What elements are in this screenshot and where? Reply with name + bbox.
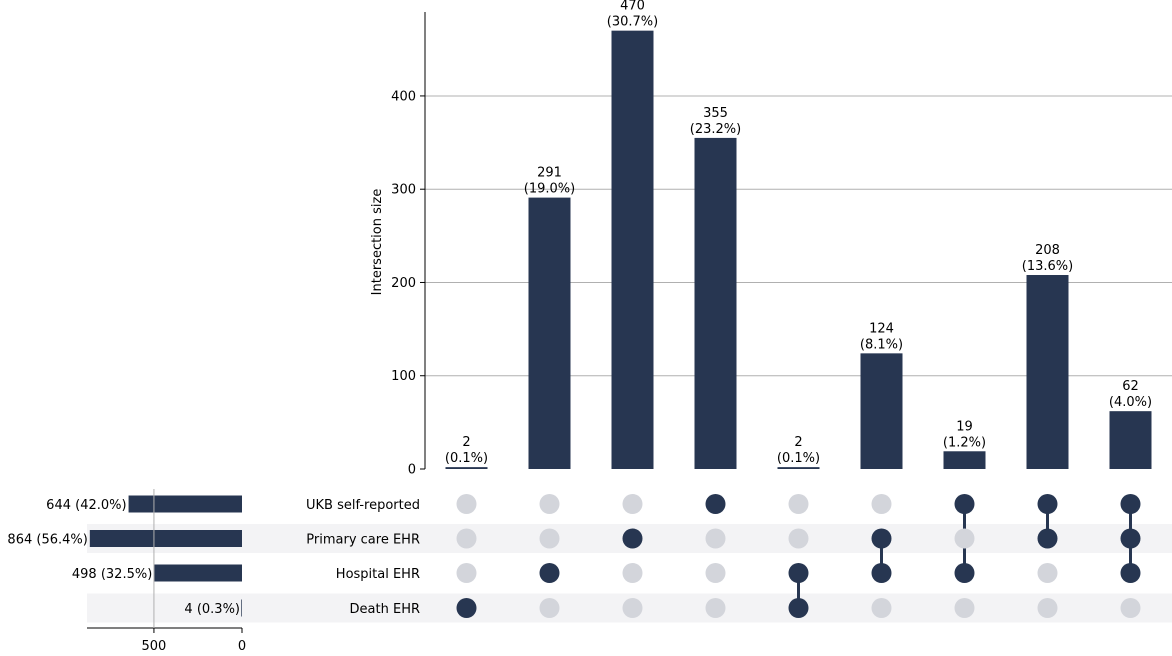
y-tick-label-1: 100 <box>391 369 416 384</box>
matrix-dot-5-2 <box>871 563 892 583</box>
matrix-dot-6-0 <box>954 494 975 514</box>
y-tick-label-3: 300 <box>391 183 416 198</box>
set-size-axis: 500 0 <box>87 489 246 654</box>
matrix-dot-0-0 <box>456 494 477 514</box>
matrix-dot-1-2 <box>539 563 560 583</box>
matrix-dot-6-3 <box>954 598 975 618</box>
intersection-bar-5 <box>860 353 903 469</box>
bar-value-label-1: 291 <box>537 166 562 181</box>
bar-value-label-3: 355 <box>703 106 728 121</box>
matrix-dot-7-1 <box>1037 528 1058 549</box>
set-name-3: Death EHR <box>350 602 420 617</box>
bar-value-label-6: 19 <box>956 419 973 434</box>
matrix-dot-0-1 <box>456 528 477 549</box>
intersection-bar-0 <box>445 467 488 469</box>
set-size-tick-label-0: 500 <box>142 639 167 652</box>
matrix-dot-2-2 <box>622 563 643 583</box>
matrix-dot-7-2 <box>1037 563 1058 583</box>
y-tick-label-4: 400 <box>391 89 416 104</box>
y-tick-label-0: 0 <box>408 463 416 478</box>
y-axis-label: Intersection size <box>370 189 385 296</box>
matrix-dot-3-0 <box>705 494 726 514</box>
matrix-dot-4-3 <box>788 598 809 618</box>
matrix-dot-3-1 <box>705 528 726 549</box>
bar-pct-label-7: (13.6%) <box>1022 259 1073 274</box>
set-size-bar-1 <box>89 530 243 547</box>
bar-labels: 2(0.1%)291(19.0%)470(30.7%)355(23.2%)2(0… <box>445 0 1152 466</box>
set-size-tick-label-1: 0 <box>238 639 246 652</box>
set-name-2: Hospital EHR <box>336 567 420 582</box>
bar-pct-label-2: (30.7%) <box>607 15 658 30</box>
intersection-bar-8 <box>1109 411 1152 469</box>
set-size-label-0: 644 (42.0%) <box>46 498 126 513</box>
intersection-bar-3 <box>694 137 737 470</box>
matrix-dot-8-3 <box>1120 598 1141 618</box>
bar-value-label-2: 470 <box>620 0 645 14</box>
bar-value-label-0: 2 <box>462 435 470 450</box>
intersection-bars <box>445 30 1152 470</box>
intersection-bar-1 <box>528 197 571 469</box>
matrix-dot-6-2 <box>954 563 975 583</box>
set-size-bars: 644 (42.0%) 864 (56.4%) 498 (32.5%) 4 (0.3%… <box>7 495 243 617</box>
set-names: UKB self-reported Primary care EHR Hospita… <box>306 498 420 617</box>
bar-value-label-4: 2 <box>794 435 802 450</box>
membership-matrix <box>456 494 1141 618</box>
bar-pct-label-5: (8.1%) <box>860 337 903 352</box>
bar-pct-label-0: (0.1%) <box>445 451 488 466</box>
matrix-dot-1-1 <box>539 528 560 549</box>
bar-pct-label-4: (0.1%) <box>777 451 820 466</box>
matrix-dot-1-0 <box>539 494 560 514</box>
set-size-bar-2 <box>154 564 242 582</box>
set-name-0: UKB self-reported <box>306 498 420 513</box>
y-axis: 0 100 200 300 400 <box>391 12 426 478</box>
matrix-dot-5-1 <box>871 528 892 549</box>
bar-value-label-7: 208 <box>1035 243 1060 258</box>
matrix-dot-8-2 <box>1120 563 1141 583</box>
matrix-dot-1-3 <box>539 598 560 618</box>
matrix-dot-3-3 <box>705 598 726 618</box>
set-size-label-1: 864 (56.4%) <box>7 533 87 548</box>
matrix-dot-4-0 <box>788 494 809 514</box>
matrix-dot-0-3 <box>456 598 477 618</box>
y-tick-label-2: 200 <box>391 276 416 291</box>
matrix-dot-2-1 <box>622 528 643 549</box>
intersection-bar-7 <box>1026 275 1069 469</box>
set-size-bar-0 <box>128 495 242 513</box>
matrix-dot-4-1 <box>788 528 809 549</box>
matrix-dot-0-2 <box>456 563 477 583</box>
matrix-dot-3-2 <box>705 563 726 583</box>
bar-pct-label-3: (23.2%) <box>690 122 741 137</box>
bar-pct-label-6: (1.2%) <box>943 435 986 450</box>
set-size-bar-3 <box>241 599 242 617</box>
bar-pct-label-8: (4.0%) <box>1109 395 1152 410</box>
matrix-dot-2-0 <box>622 494 643 514</box>
set-size-label-2: 498 (32.5%) <box>72 567 152 582</box>
intersection-bar-2 <box>611 30 654 469</box>
matrix-dot-4-2 <box>788 563 809 583</box>
matrix-dot-8-0 <box>1120 494 1141 514</box>
set-name-1: Primary care EHR <box>306 533 420 548</box>
matrix-dot-7-3 <box>1037 598 1058 618</box>
intersection-bar-6 <box>943 451 986 469</box>
matrix-dot-5-3 <box>871 598 892 618</box>
matrix-dot-6-1 <box>954 528 975 549</box>
matrix-dot-2-3 <box>622 598 643 618</box>
matrix-dot-5-0 <box>871 494 892 514</box>
matrix-dot-8-1 <box>1120 528 1141 549</box>
bar-value-label-8: 62 <box>1122 379 1139 394</box>
bar-value-label-5: 124 <box>869 321 894 336</box>
set-size-label-3: 4 (0.3%) <box>184 602 240 617</box>
bar-pct-label-1: (19.0%) <box>524 182 575 197</box>
intersection-bar-4 <box>777 467 820 469</box>
matrix-dot-7-0 <box>1037 494 1058 514</box>
